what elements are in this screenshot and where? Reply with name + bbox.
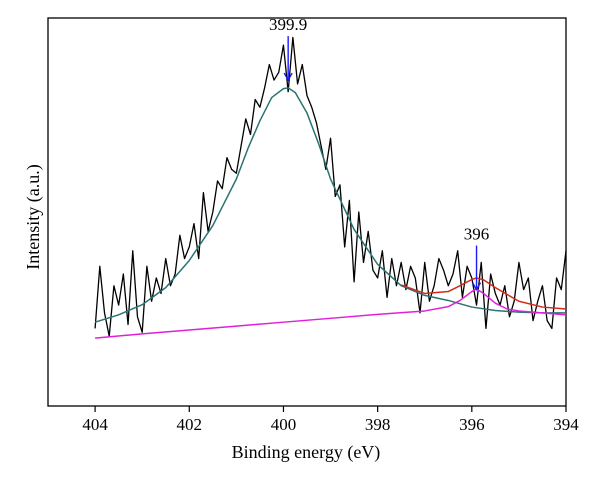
series-line-minor-peak-plus-baseline [95,288,567,339]
annotation-label: 399.9 [269,15,307,34]
x-tick-label: 394 [553,415,579,434]
x-tick-label: 402 [177,415,203,434]
plot-frame [47,17,567,407]
x-tick-label: 398 [365,415,391,434]
series-layer [94,36,567,339]
x-axis-title: Binding energy (eV) [232,442,381,463]
x-tick-label: 400 [271,415,297,434]
plot-area [47,17,567,407]
annotation-arrowhead [283,72,293,82]
series-line-raw-data [94,36,567,337]
axis-layer: 404 402 400 398 396 394 [82,406,579,434]
annotation-arrowhead [471,282,482,292]
annotation-label: 396 [464,225,490,244]
y-axis-title: Intensity (a.u.) [23,164,44,269]
x-tick-label: 396 [459,415,485,434]
series-line-main-peak-fit [94,87,566,323]
x-tick-label: 404 [82,415,108,434]
annotation-layer: 399.9 396 [269,15,490,292]
